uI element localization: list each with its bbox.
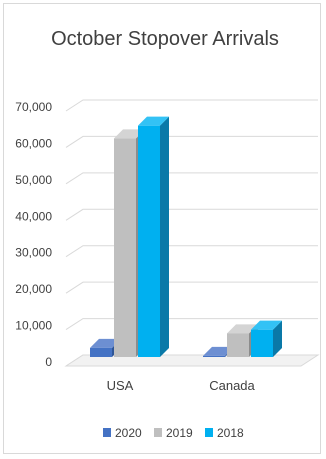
chart-floor [64, 354, 320, 367]
chart-title: October Stopover Arrivals [51, 28, 279, 50]
grid-line [65, 245, 318, 258]
y-tick-label: 40,000 [15, 209, 52, 223]
grid-line [65, 99, 318, 112]
legend: 2020 2019 2018 [103, 426, 244, 440]
legend-swatch [103, 428, 111, 437]
grid-line [65, 318, 318, 330]
y-tick-label: 0 [45, 355, 52, 369]
y-tick-label: 50,000 [15, 173, 52, 187]
legend-label: 2018 [217, 426, 244, 440]
bar-canada-2018 [251, 320, 282, 357]
legend-item-2020: 2020 [103, 426, 142, 440]
x-category-label: USA [107, 378, 134, 393]
floor-plane [64, 354, 320, 367]
grid-line [65, 281, 318, 294]
legend-label: 2020 [115, 426, 142, 440]
y-tick-label: 10,000 [15, 319, 52, 333]
y-tick-label: 70,000 [15, 100, 52, 114]
grid-line [65, 172, 318, 185]
x-axis-categories: USA Canada [107, 378, 256, 393]
legend-swatch [154, 428, 162, 437]
y-tick-label: 20,000 [15, 282, 52, 296]
legend-label: 2019 [166, 426, 193, 440]
bars [90, 116, 282, 357]
x-category-label: Canada [209, 378, 255, 393]
legend-item-2019: 2019 [154, 426, 193, 440]
bar-usa-2018 [138, 116, 169, 357]
y-tick-label: 30,000 [15, 246, 52, 260]
y-axis-ticks: 0 10,000 20,000 30,000 40,000 50,000 60,000 70,… [15, 100, 52, 369]
grid-line [65, 135, 318, 148]
y-tick-label: 60,000 [15, 136, 52, 150]
grid-line [65, 208, 318, 221]
legend-item-2018: 2018 [205, 426, 244, 440]
legend-swatch [205, 428, 213, 437]
